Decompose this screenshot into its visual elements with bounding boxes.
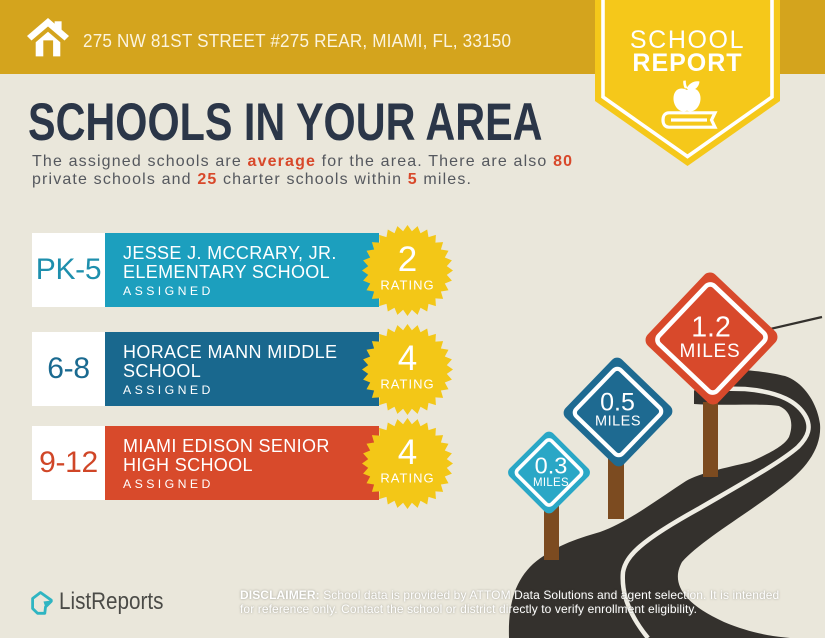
svg-text:RATING: RATING bbox=[380, 377, 434, 392]
svg-text:MILES: MILES bbox=[679, 341, 740, 362]
svg-text:SCHOOL: SCHOOL bbox=[630, 26, 745, 54]
svg-text:RATING: RATING bbox=[380, 471, 434, 486]
svg-text:RATING: RATING bbox=[380, 278, 434, 293]
svg-text:2: 2 bbox=[397, 240, 416, 279]
svg-text:MILES: MILES bbox=[533, 477, 569, 489]
svg-text:4: 4 bbox=[397, 433, 416, 472]
svg-text:MILES: MILES bbox=[595, 414, 641, 430]
svg-text:1.2: 1.2 bbox=[691, 312, 731, 344]
svg-text:0.3: 0.3 bbox=[535, 453, 568, 479]
svg-text:0.5: 0.5 bbox=[600, 389, 635, 417]
svg-text:4: 4 bbox=[397, 339, 416, 378]
svg-text:REPORT: REPORT bbox=[632, 49, 742, 77]
